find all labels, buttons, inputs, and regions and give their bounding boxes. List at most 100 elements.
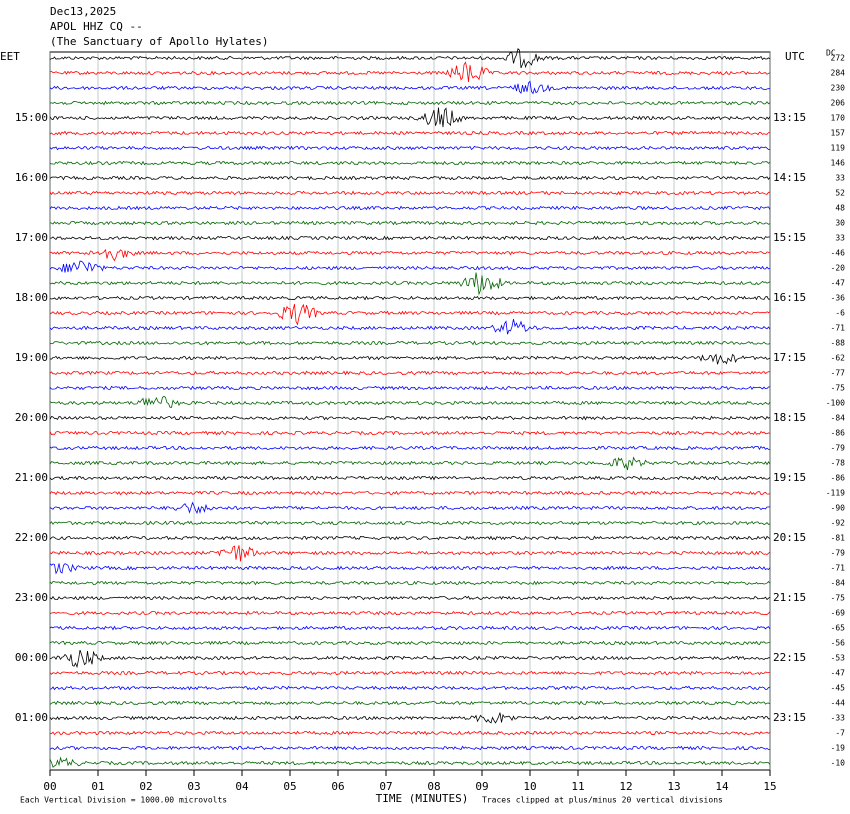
trace [49, 700, 771, 706]
dc-offset: -81 [831, 534, 846, 543]
dc-offset: -47 [831, 279, 846, 288]
trace [49, 445, 771, 451]
dc-offset: -65 [831, 624, 846, 633]
trace [49, 260, 771, 273]
dc-offset: -44 [831, 699, 846, 708]
dc-offset: -86 [831, 474, 846, 483]
trace [49, 48, 771, 69]
trace [49, 545, 771, 562]
station: APOL HHZ CQ -- [50, 20, 143, 33]
trace [49, 670, 771, 676]
dc-offset: -69 [831, 609, 846, 618]
trace [49, 520, 771, 526]
date: Dec13,2025 [50, 5, 116, 18]
dc-offset: 48 [835, 204, 845, 213]
right-time-label: 17:15 [773, 351, 806, 364]
left-time-label: 15:00 [15, 111, 48, 124]
trace [49, 190, 771, 196]
trace [49, 80, 771, 95]
dc-offset: -36 [831, 294, 846, 303]
dc-offset: -33 [831, 714, 846, 723]
dc-offset: -84 [831, 414, 846, 423]
dc-offset: -79 [831, 549, 846, 558]
dc-offset: -62 [831, 354, 846, 363]
left-time-label: 23:00 [15, 591, 48, 604]
dc-offset: -79 [831, 444, 846, 453]
right-axis-title: UTC [785, 50, 805, 63]
dc-offset: -78 [831, 459, 846, 468]
trace [49, 595, 771, 601]
trace [49, 649, 771, 669]
trace [49, 490, 771, 496]
dc-offset: -45 [831, 684, 846, 693]
trace [49, 610, 771, 616]
dc-offset: 284 [831, 69, 846, 78]
left-time-label: 00:00 [15, 651, 48, 664]
dc-offset: -71 [831, 564, 846, 573]
right-time-label: 20:15 [773, 531, 806, 544]
dc-offset: -88 [831, 339, 846, 348]
left-axis-title: EET [0, 50, 20, 63]
trace [49, 563, 771, 575]
dc-offset: -92 [831, 519, 846, 528]
right-time-label: 14:15 [773, 171, 806, 184]
left-time-label: 22:00 [15, 531, 48, 544]
dc-offset: -19 [831, 744, 846, 753]
trace [49, 130, 770, 136]
trace [49, 248, 771, 262]
dc-offset: -7 [835, 729, 845, 738]
trace [49, 535, 771, 541]
clip-note: Traces clipped at plus/minus 20 vertical… [482, 796, 723, 805]
dc-offset: -119 [826, 489, 845, 498]
dc-offset: 52 [835, 189, 845, 198]
trace [49, 712, 771, 724]
x-axis-title: TIME (MINUTES) [376, 792, 469, 805]
dc-offset: -10 [831, 759, 846, 768]
dc-offset: -56 [831, 639, 846, 648]
trace [49, 353, 771, 365]
trace [50, 235, 771, 241]
trace [49, 456, 771, 471]
trace [49, 272, 771, 296]
x-tick-label: 00 [43, 780, 56, 793]
trace [49, 385, 771, 391]
x-tick-label: 13 [667, 780, 680, 793]
trace [49, 205, 771, 211]
trace [49, 580, 771, 586]
x-tick-label: 09 [475, 780, 488, 793]
dc-offset: 206 [831, 99, 846, 108]
dc-offset: -20 [831, 264, 846, 273]
dc-offset: -47 [831, 669, 846, 678]
x-tick-label: 07 [379, 780, 392, 793]
dc-offset: 119 [831, 144, 846, 153]
trace [49, 160, 771, 166]
trace [49, 640, 771, 646]
right-time-label: 15:15 [773, 231, 806, 244]
right-time-label: 23:15 [773, 711, 806, 724]
dc-offset: -77 [831, 369, 846, 378]
dc-offset: 33 [835, 174, 845, 183]
dc-offset: -75 [831, 384, 846, 393]
right-time-label: 16:15 [773, 291, 806, 304]
dc-offset: 33 [835, 234, 845, 243]
dc-offset: -53 [831, 654, 846, 663]
x-tick-label: 10 [523, 780, 536, 793]
x-tick-label: 14 [715, 780, 729, 793]
right-time-label: 19:15 [773, 471, 806, 484]
left-time-label: 19:00 [15, 351, 48, 364]
x-tick-label: 11 [571, 780, 584, 793]
trace [49, 61, 771, 82]
trace [49, 395, 771, 408]
dc-offset: -71 [831, 324, 846, 333]
dc-offset: 170 [831, 114, 846, 123]
left-time-label: 16:00 [15, 171, 48, 184]
dc-offset: -75 [831, 594, 846, 603]
dc-offset: -90 [831, 504, 846, 513]
left-time-label: 21:00 [15, 471, 48, 484]
trace [49, 100, 771, 106]
trace [49, 625, 771, 631]
scale-note: Each Vertical Division = 1000.00 microvo… [20, 796, 227, 805]
trace [49, 756, 771, 768]
x-tick-label: 03 [187, 780, 200, 793]
trace [49, 145, 770, 151]
